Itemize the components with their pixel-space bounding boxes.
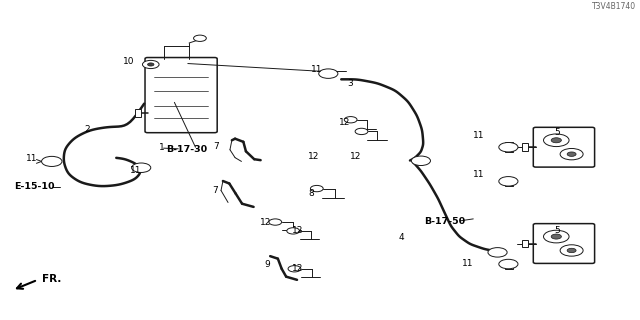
Text: 5: 5 xyxy=(555,128,561,137)
Text: 1: 1 xyxy=(159,143,164,152)
Circle shape xyxy=(543,134,569,147)
Text: 11: 11 xyxy=(472,170,484,179)
Text: 5: 5 xyxy=(555,226,561,235)
Bar xyxy=(505,142,513,152)
FancyBboxPatch shape xyxy=(533,127,595,167)
Circle shape xyxy=(287,228,300,234)
Text: 12: 12 xyxy=(292,264,303,273)
Circle shape xyxy=(543,230,569,243)
Circle shape xyxy=(499,259,518,269)
Text: 3: 3 xyxy=(348,79,353,88)
Circle shape xyxy=(499,177,518,186)
Bar xyxy=(505,177,513,186)
Bar xyxy=(135,109,141,117)
Text: 12: 12 xyxy=(339,118,350,127)
Circle shape xyxy=(560,148,583,160)
FancyBboxPatch shape xyxy=(533,224,595,263)
Circle shape xyxy=(288,266,301,272)
Text: 11: 11 xyxy=(131,166,142,175)
Text: B-17-50: B-17-50 xyxy=(424,217,465,226)
Text: T3V4B1740: T3V4B1740 xyxy=(592,3,636,12)
Text: 2: 2 xyxy=(84,125,90,134)
Text: 4: 4 xyxy=(399,233,404,242)
Bar xyxy=(522,240,528,247)
Circle shape xyxy=(310,185,323,192)
FancyBboxPatch shape xyxy=(145,58,217,133)
Text: 11: 11 xyxy=(472,131,484,140)
Circle shape xyxy=(412,156,431,165)
Text: 12: 12 xyxy=(260,218,271,227)
Circle shape xyxy=(567,152,576,156)
Bar xyxy=(505,261,513,269)
Circle shape xyxy=(132,163,151,172)
Circle shape xyxy=(319,69,338,78)
Circle shape xyxy=(551,234,561,239)
Text: 12: 12 xyxy=(350,152,362,161)
Text: 12: 12 xyxy=(292,226,303,235)
Text: 11: 11 xyxy=(463,259,474,268)
Circle shape xyxy=(148,63,154,66)
Circle shape xyxy=(567,248,576,253)
Bar xyxy=(522,143,528,151)
Text: 7: 7 xyxy=(214,142,220,151)
Text: FR.: FR. xyxy=(42,274,61,284)
Text: 11: 11 xyxy=(26,154,37,164)
Circle shape xyxy=(269,219,282,225)
Circle shape xyxy=(42,156,62,166)
Text: 7: 7 xyxy=(212,186,218,195)
Circle shape xyxy=(488,248,507,257)
Circle shape xyxy=(551,138,561,143)
Circle shape xyxy=(355,128,368,135)
Text: 11: 11 xyxy=(311,65,323,74)
Text: 12: 12 xyxy=(308,152,319,161)
Circle shape xyxy=(193,35,206,41)
Text: 10: 10 xyxy=(123,57,134,66)
Text: B-17-30: B-17-30 xyxy=(166,145,208,154)
Circle shape xyxy=(499,142,518,152)
Text: 9: 9 xyxy=(265,260,271,269)
Circle shape xyxy=(143,60,159,68)
Circle shape xyxy=(560,245,583,256)
Circle shape xyxy=(344,116,357,123)
Text: 8: 8 xyxy=(308,189,314,198)
Text: E-15-10: E-15-10 xyxy=(13,182,54,191)
